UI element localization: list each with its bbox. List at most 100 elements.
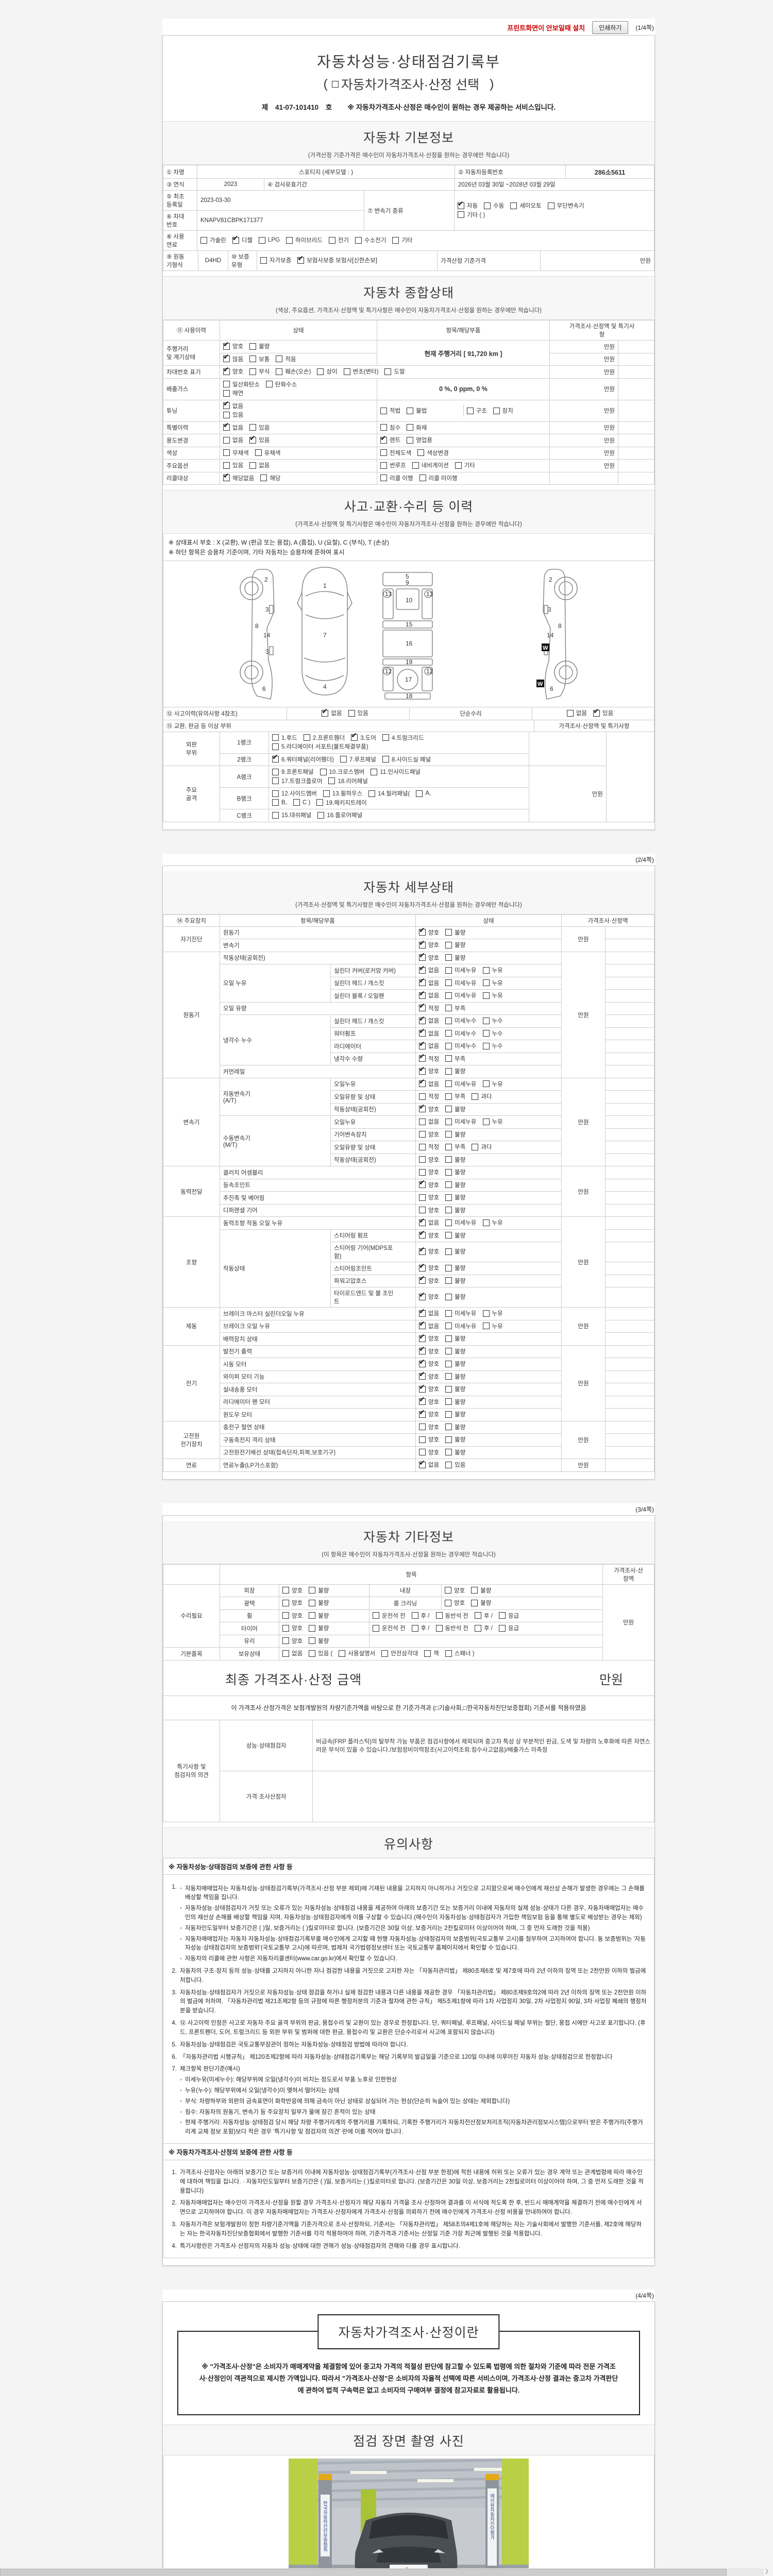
cell-text: 연료누출(LP가스포함): [223, 1462, 278, 1469]
table-cell: [617, 471, 655, 485]
checkbox: 양호: [419, 1179, 439, 1189]
checkbox-label: 양호: [428, 1249, 440, 1256]
checkbox-box: [351, 732, 358, 741]
cell-text: 외판 부위: [186, 742, 197, 757]
top-toolbar: 프린트화면이 안보일때 설치 인쇄하기 (1/4쪽): [162, 19, 655, 35]
checkbox: 4.트렁크리드: [382, 734, 424, 742]
table-cell: [617, 459, 655, 472]
table-cell: [604, 926, 655, 939]
cell-text: 제동: [186, 1324, 197, 1330]
checkbox-label: 불량: [318, 1625, 329, 1632]
checkbox: 없음: [223, 422, 244, 432]
inspection-period: 2026년 03월 30일 ~2028년 03월 29일: [455, 178, 654, 191]
law-item-text: 자동차성능·상태점검은 국토교통부장관이 정하는 자동차성능·상태점검 방법에 …: [180, 2041, 408, 2048]
checkbox-label: LPG: [267, 237, 280, 244]
table-cell: 양호 불량: [415, 1166, 562, 1179]
panel-num: 10: [406, 597, 413, 604]
checkbox-label: 있음: [232, 412, 244, 418]
checkbox: LPG: [258, 236, 280, 244]
cell-text: ④ 검사유효기간: [267, 182, 307, 188]
table-cell: 양호 불량: [415, 1370, 562, 1383]
checkbox: 18.리어패널: [328, 777, 368, 785]
table-cell: 전체도색 색상변경: [377, 446, 550, 460]
cell-text: 만원: [603, 463, 615, 469]
price-select-checkbox: 자동차가격조사·산정 선택: [331, 75, 479, 93]
checkbox: 자가보증: [260, 256, 291, 264]
print-button[interactable]: 인쇄하기: [592, 21, 629, 34]
checkbox: 양호: [419, 939, 439, 949]
checkbox-box: [445, 1030, 452, 1037]
checkbox: 미세누유: [445, 1309, 477, 1317]
table-cell: [549, 471, 618, 485]
checkbox-label: 없음: [232, 425, 244, 431]
checkbox-box: [445, 967, 452, 974]
checkbox-box: [322, 707, 329, 717]
checkbox-box: [260, 474, 267, 481]
checkbox: 기타: [392, 236, 413, 244]
cell-text: 만원: [578, 1012, 589, 1019]
checkbox-box: [445, 1373, 452, 1380]
table-cell: 만원: [549, 365, 618, 379]
tbl-acc-hist: ⑫ 사고이력(유의사항 4참조) 없음 있음 단순수리 없음 있음: [163, 707, 654, 720]
checkbox-label: 미세누유: [455, 968, 477, 974]
horizontal-scrollbar[interactable]: 〉: [0, 2568, 773, 2576]
table-cell: 양호 불량: [415, 1128, 562, 1141]
checkbox-box: [472, 1143, 479, 1150]
section-detail-state: 자동차 세부상태 (가격조사·산정액 및 특기사항은 매수인이 자동차가격조사·…: [163, 871, 654, 914]
table-cell: 양호 불량: [441, 1584, 603, 1597]
checkbox: 누수: [482, 1016, 503, 1025]
section-title: 자동차 종합상태: [363, 286, 454, 300]
checkbox: 후 /: [475, 1624, 493, 1632]
panel-num: 18: [406, 692, 413, 700]
checkbox-label: 양호: [428, 1232, 440, 1239]
checkbox-box: [223, 472, 230, 481]
cell-text: 만원: [603, 450, 615, 457]
checkbox-label: 상이: [326, 369, 338, 375]
table-cell: [604, 1216, 655, 1230]
cell-text: 수리필요: [180, 1613, 203, 1620]
checkbox-box: [419, 977, 426, 986]
checkbox-label: 불량: [455, 929, 466, 936]
cell-text: 가격조사·산정액 및 특기사항: [559, 723, 630, 730]
law-item-number: 2.: [172, 1968, 177, 1974]
law-item: 7. 체크항목 판단기준(예시) ◦ 미세누유(미세누수): 해당부위에 오일(냉각수…: [169, 2065, 647, 2137]
panel-num: 12: [385, 668, 392, 675]
checkbox-box: [276, 355, 283, 362]
checkbox-box: [445, 1293, 452, 1300]
law-item-number: 1.: [172, 2170, 177, 2176]
page-marker-strip: (3/4쪽): [162, 1503, 655, 1515]
checkbox-label: 없음: [259, 463, 270, 469]
sheet-page-3: 자동차 기타정보 (이 항목은 매수인이 자동차가격조사·산정을 원하는 경우에…: [162, 1515, 655, 2266]
checkbox-label: 없음: [292, 1651, 303, 1657]
checkbox-label: 불량: [455, 1195, 466, 1201]
document-number-line: 제 41-07-101410 호 ※ 자동차가격조사·산정은 매수인이 원하는 …: [163, 101, 654, 112]
doc-note: ※ 자동차가격조사·산정은 매수인이 원하는 경우 제공하는 서비스입니다.: [347, 104, 556, 111]
scrollbar-thumb[interactable]: [0, 2569, 727, 2576]
checkbox-box: [445, 1449, 452, 1455]
table-cell: 발전기 출력: [220, 1345, 416, 1358]
checkbox-label: 변조(변타): [352, 369, 379, 375]
checkbox-label: 불량: [455, 1437, 466, 1443]
law-item: 1. 가격조사·산정자는 아래의 보증기간 또는 보증거리 이내에 자동차성능·상…: [169, 2168, 647, 2196]
cell-text: 디퍼렌셜 기어: [223, 1208, 258, 1214]
law-item-number: 4.: [172, 2020, 177, 2027]
odometer: 현재 주행거리 [ 91,720 km ]: [377, 340, 550, 366]
scroll-right-arrow[interactable]: 〉: [764, 2568, 773, 2576]
checkbox-label: 미세누유: [455, 1119, 477, 1125]
checkbox-box: [484, 202, 491, 209]
panel-num: 7: [323, 632, 327, 639]
cell-text: 만원: [578, 1324, 589, 1330]
checkbox: 누유: [482, 1309, 503, 1317]
table-cell: 오일유량 및 상태: [330, 1141, 416, 1154]
cell-text: 오일유량 및 상태: [334, 1144, 376, 1151]
table-cell: [604, 1229, 655, 1242]
tbl-acc-head2: ⑬ 교환, 판금 등 이상 부위 가격조사·산정액 및 특기사항: [163, 719, 654, 732]
print-install-notice[interactable]: 프린트화면이 안보일때 설치: [507, 24, 585, 32]
table-cell: 양호 불량: [415, 1229, 562, 1242]
table-cell: 양호 불량: [415, 1274, 562, 1287]
checkbox-label: 누유: [492, 1220, 503, 1226]
special-label: 특기사항 및 점검자의 의견: [162, 1719, 221, 1822]
checkbox: 없음: [419, 1015, 439, 1025]
